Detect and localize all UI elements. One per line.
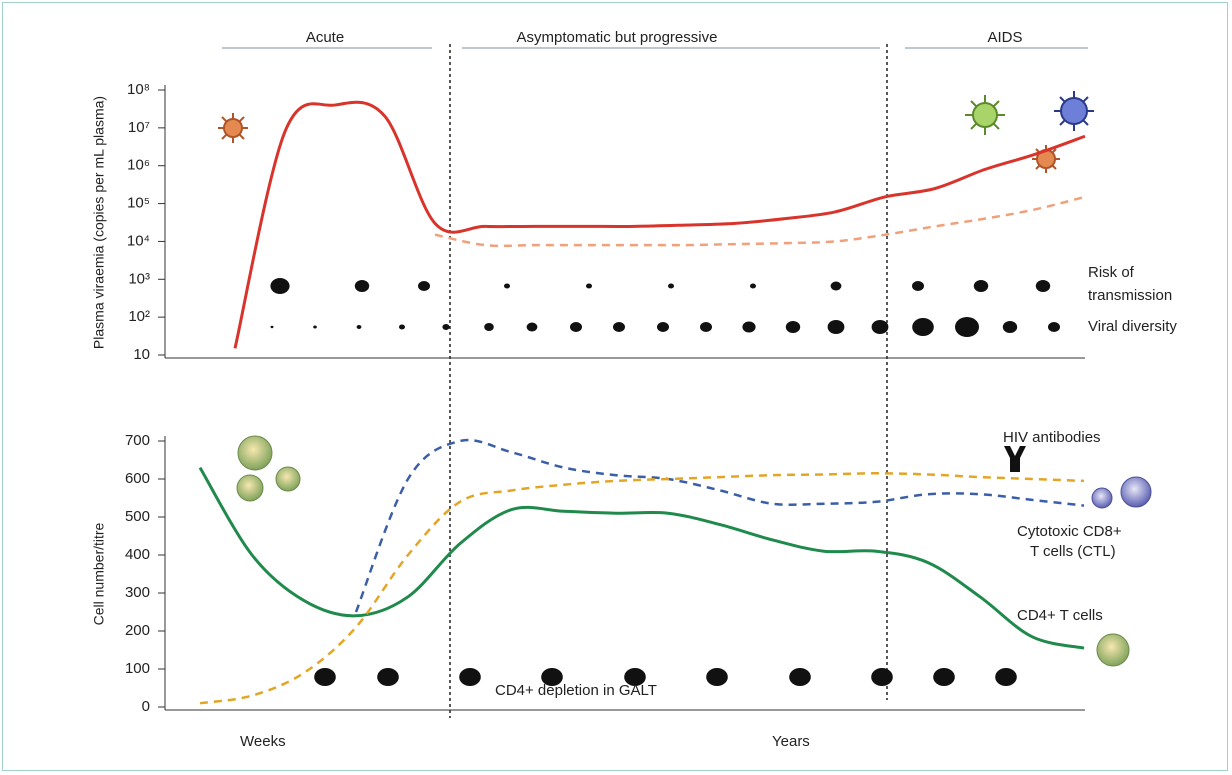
dot [1003, 321, 1017, 333]
chart: 10 10² 10³ 10⁴ 10⁵ 10⁶ 10⁷ 10⁸ Plasma viraemia (… [0, 0, 1232, 775]
y-tick-label: 700 [125, 432, 150, 449]
y-tick-label: 10⁶ [127, 157, 150, 174]
y-tick-label: 10⁴ [127, 232, 150, 249]
dot [586, 284, 592, 289]
dot [484, 323, 494, 331]
annotation: CD4+ T cells [1017, 607, 1103, 624]
annotation: T cells (CTL) [1030, 543, 1116, 560]
y-tick-label: 400 [125, 546, 150, 563]
y-tick-label: 200 [125, 622, 150, 639]
annotation: transmission [1088, 287, 1172, 304]
dot [442, 324, 449, 330]
y-tick-label: 300 [125, 584, 150, 601]
dot [955, 317, 979, 337]
dot [933, 668, 955, 686]
y-axis-label: Plasma viraemia (copies per mL plasma) [91, 96, 107, 349]
dot [459, 668, 481, 686]
dot [700, 322, 712, 332]
dot [912, 318, 934, 336]
dot [872, 320, 889, 334]
dot [831, 282, 842, 291]
dot [504, 284, 510, 289]
dot [750, 284, 756, 289]
ctl-icon [1121, 477, 1151, 507]
dot [1048, 322, 1060, 332]
dot [357, 325, 362, 329]
dot [377, 668, 399, 686]
y-tick-label: 100 [125, 660, 150, 677]
y-tick-label: 10⁷ [128, 119, 150, 136]
cell-icon [237, 475, 263, 501]
y-tick-label: 10⁸ [127, 81, 150, 98]
dot [668, 284, 674, 289]
cell-icon [1097, 634, 1129, 666]
y-tick-label: 10³ [128, 270, 150, 287]
dot [912, 281, 924, 291]
annotation: Cytotoxic CD8+ [1017, 523, 1122, 540]
series-line [235, 102, 1085, 348]
dot [270, 278, 289, 294]
dot [974, 280, 988, 292]
phase-label: Acute [306, 29, 344, 46]
y-tick-label: 500 [125, 508, 150, 525]
dot [742, 322, 755, 333]
virus-icon [965, 95, 1005, 135]
y-tick-label: 10 [133, 346, 150, 363]
dot [613, 322, 625, 332]
dot [418, 281, 430, 291]
dot [789, 668, 811, 686]
dot [706, 668, 728, 686]
y-axis-label: Cell number/titre [91, 522, 107, 625]
dot [828, 320, 845, 334]
dot [355, 280, 369, 292]
dot [399, 325, 405, 330]
dot [995, 668, 1017, 686]
cell-icon [276, 467, 300, 491]
y-tick-label: 0 [142, 698, 150, 715]
dot [314, 668, 336, 686]
annotation: Weeks [240, 733, 286, 750]
phase-label: Asymptomatic but progressive [517, 29, 718, 46]
annotation: HIV antibodies [1003, 429, 1101, 446]
virus-icon [218, 113, 248, 143]
cell-icon [238, 436, 272, 470]
ctl-icon [1092, 488, 1112, 508]
annotation: Risk of [1088, 264, 1135, 281]
dot [1036, 280, 1050, 292]
dot [871, 668, 893, 686]
dot [657, 322, 669, 332]
annotation: Viral diversity [1088, 318, 1177, 335]
y-tick-label: 600 [125, 470, 150, 487]
virus-icon [1054, 91, 1094, 131]
phase-label: AIDS [987, 29, 1022, 46]
y-tick-label: 10⁵ [127, 195, 150, 212]
antibody-icon [1004, 446, 1026, 472]
series-line [200, 473, 1084, 703]
dot [570, 322, 582, 332]
dot [786, 321, 800, 333]
dot [313, 326, 317, 329]
y-tick-label: 10² [128, 308, 150, 325]
dot [527, 323, 538, 332]
annotation: Years [772, 733, 810, 750]
dot [271, 326, 274, 328]
series-line [200, 468, 1084, 648]
annotation: CD4+ depletion in GALT [495, 682, 657, 699]
